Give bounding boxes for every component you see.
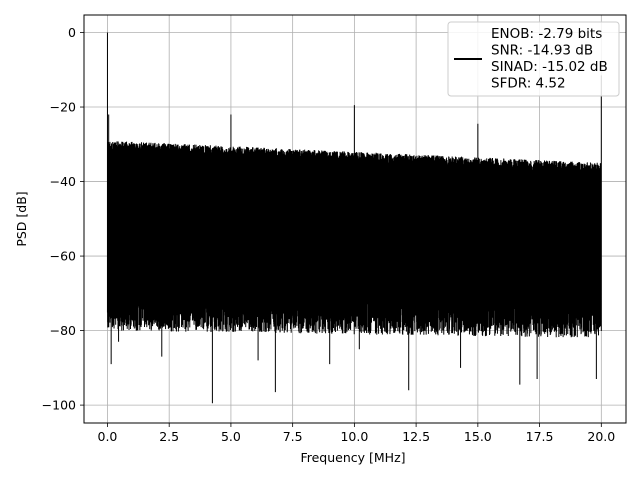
legend-box — [447, 21, 620, 97]
x-tick-label: 17.5 — [526, 429, 554, 444]
y-tick-label: 0 — [68, 25, 76, 40]
x-tick-label: 12.5 — [402, 429, 430, 444]
x-tick-label: 7.5 — [283, 429, 303, 444]
y-tick-label: −100 — [42, 398, 76, 413]
series-line — [106, 32, 602, 404]
x-axis-label: Frequency [MHz] — [300, 450, 405, 465]
y-tick-label: −20 — [50, 100, 76, 115]
y-tick-label: −60 — [50, 249, 76, 264]
x-tick-label: 0.0 — [98, 429, 118, 444]
axis-ticks: 0.0 2.5 5.0 7.5 10.0 12.5 15.0 17.5 20.0 0 −20 −40 −… — [42, 25, 616, 444]
y-tick-label: −80 — [50, 323, 76, 338]
x-tick-label: 15.0 — [464, 429, 492, 444]
x-tick-label: 5.0 — [221, 429, 241, 444]
plot-area-frame — [83, 14, 627, 424]
x-tick-label: 2.5 — [159, 429, 179, 444]
x-tick-label: 20.0 — [587, 429, 615, 444]
y-axis-label: PSD [dB] — [14, 191, 29, 246]
legend-entry-label: ENOB: -2.79 bits SNR: -14.93 dB SINAD: -15… — [491, 26, 608, 92]
psd-trace — [106, 32, 602, 404]
x-tick-label: 10.0 — [340, 429, 368, 444]
legend: ENOB: -2.79 bits SNR: -14.93 dB SINAD: -15… — [447, 21, 620, 97]
y-tick-label: −40 — [50, 174, 76, 189]
